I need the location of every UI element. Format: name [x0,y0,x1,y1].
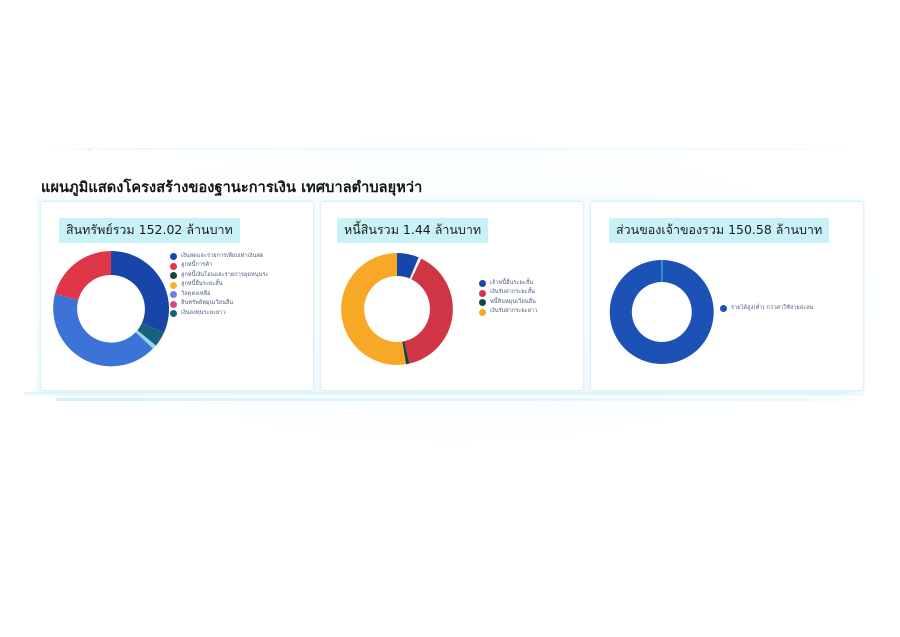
legend-item[interactable]: หนี้สินหมุนเวียนอื่น [479,299,579,306]
legend-dot-icon [170,310,177,317]
legend-dot-icon [170,253,177,260]
legend-label: รายได้สูง(ต่ำ) กว่าค่าใช้จ่ายสะสม [731,304,814,311]
legend-item[interactable]: เจ้าหนี้อื่นระยะสั้น [479,280,579,287]
donut-slice-gap[interactable] [409,257,422,280]
legend-label: เงินรับฝากระยะยาว [490,308,538,315]
legend-item[interactable]: เงินสดและรายการเทียบเท่าเงินสด [170,253,312,260]
legend-dot-icon [170,300,177,308]
legend-label: เงินลงทุนระยะยาว [181,309,226,316]
donut-slice-trade-receivable[interactable] [55,251,111,301]
donut-slice-other-current-liabilities[interactable] [402,341,410,365]
legend-assets: เงินสดและรายการเทียบเท่าเงินสด ลูกหนี้กา… [170,253,312,317]
legend-dot-icon [479,280,486,287]
legend-label: เงินรับฝากระยะสั้น [490,289,536,296]
legend-label: สินทรัพย์หมุนเวียนอื่น [181,300,234,307]
donut-chart-assets [49,246,207,376]
donut-assets-svg [53,251,170,367]
legend-dot-icon [479,308,486,316]
legend-label: หนี้สินหมุนเวียนอื่น [490,298,536,305]
legend-item[interactable]: วัสดุคงเหลือ [170,291,312,298]
legend-liabilities: เจ้าหนี้อื่นระยะสั้น เงินรับฝากระยะสั้น … [479,280,579,316]
legend-item[interactable]: สินทรัพย์หมุนเวียนอื่น [170,300,312,308]
legend-dot-icon [170,262,177,270]
legend-item[interactable]: รายได้สูง(ต่ำ) กว่าค่าใช้จ่ายสะสม [720,305,860,312]
donut-slice-long-term-deposit[interactable] [341,253,406,365]
donut-slice-accumulated-surplus[interactable] [609,260,714,364]
legend-label: เงินสดและรายการเทียบเท่าเงินสด [181,252,264,259]
legend-label: ลูกหนี้เงินโอนและรายการอุดหนุนระ [181,271,269,278]
card-title-equity: ส่วนของเจ้าของรวม 150.58 ล้านบาท [609,218,830,243]
legend-dot-icon [170,272,177,279]
card-title-liabilities: หนี้สินรวม 1.44 ล้านบาท [337,218,489,243]
card-total-liabilities: หนี้สินรวม 1.44 ล้านบาท เจ้าหนี้อื่นระยะ… [320,201,584,391]
donut-chart-equity [593,254,733,376]
legend-label: ลูกหนี้อื่นระยะสั้น [181,281,223,288]
legend-dot-icon [170,291,177,298]
legend-item[interactable]: ลูกหนี้การค้า [170,262,312,270]
legend-label: เจ้าหนี้อื่นระยะสั้น [490,279,534,286]
scan-edge-line [40,148,860,150]
card-title-assets: สินทรัพย์รวม 152.02 ล้านบาท [59,218,240,243]
donut-slice-inventory[interactable] [53,293,154,367]
legend-dot-icon [479,289,486,297]
legend-equity: รายได้สูง(ต่ำ) กว่าค่าใช้จ่ายสะสม [720,305,860,312]
legend-dot-icon [170,281,177,289]
legend-item[interactable]: เงินรับฝากระยะสั้น [479,289,579,297]
donut-liabilities-svg [341,253,453,365]
card-total-equity: ส่วนของเจ้าของรวม 150.58 ล้านบาท รายได้ส… [590,201,864,391]
card-total-assets: สินทรัพย์รวม 152.02 ล้านบาท เงินสดและราย… [40,201,314,391]
legend-item[interactable]: เงินรับฝากระยะยาว [479,308,579,316]
donut-slice-other-current-assets[interactable] [135,330,156,349]
dashboard-underline [24,392,850,398]
legend-item[interactable]: ลูกหนี้อื่นระยะสั้น [170,281,312,289]
donut-slice-cash[interactable] [111,251,170,333]
donut-slice-short-term-deposit[interactable] [404,258,453,364]
donut-slice-longterm-investment[interactable] [137,322,164,346]
donut-chart-liabilities [339,246,481,376]
donut-equity-svg [609,260,714,364]
page-title: แผนภูมิแสดงโครงสร้างของฐานะการเงิน เทศบา… [41,179,423,196]
legend-item[interactable]: เงินลงทุนระยะยาว [170,310,312,317]
legend-label: ลูกหนี้การค้า [181,262,213,269]
dashboard-underline-secondary [56,398,856,401]
donut-slice-short-term-payable[interactable] [397,253,419,279]
legend-item[interactable]: ลูกหนี้เงินโอนและรายการอุดหนุนระ [170,272,312,279]
legend-dot-icon [720,305,727,312]
legend-label: วัสดุคงเหลือ [181,290,211,297]
legend-dot-icon [479,299,486,306]
